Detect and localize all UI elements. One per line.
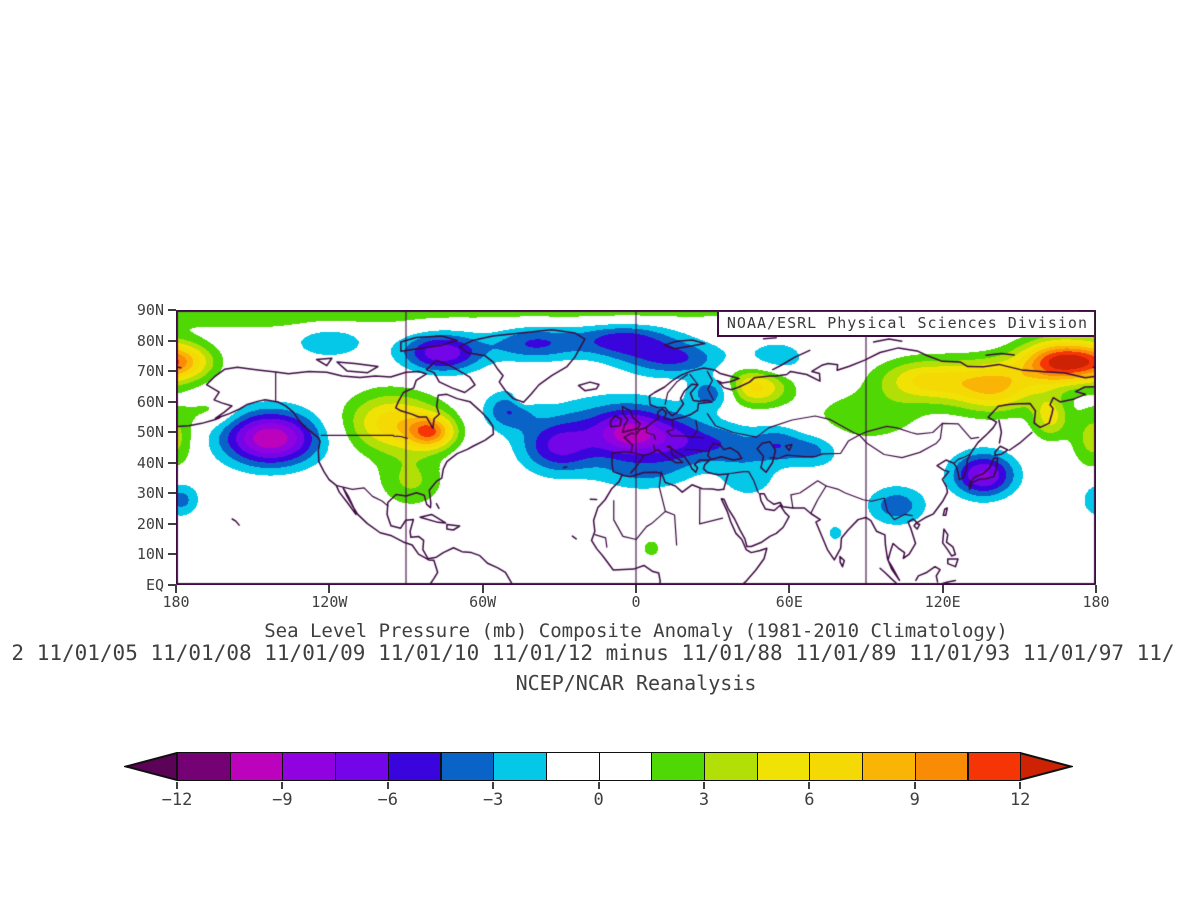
lat-tick [168, 431, 176, 434]
lon-tick-label: 0 [631, 593, 641, 611]
colorbar-tick-label: 12 [1009, 790, 1031, 810]
lat-tick [168, 522, 176, 525]
lon-tick-label: 120E [924, 593, 961, 611]
colorbar-tick [703, 782, 705, 789]
lon-tick [1095, 585, 1097, 593]
lat-tick [168, 584, 176, 586]
colorbar-tick-label: −3 [482, 790, 504, 810]
lat-tick-label: 20N [136, 514, 164, 533]
colorbar-cell [387, 752, 442, 781]
colorbar-cell [967, 752, 1022, 781]
colorbar-cell [914, 752, 969, 781]
lon-tick [175, 585, 177, 593]
lat-tick-label: 10N [136, 545, 164, 564]
colorbar-tick-label: −6 [377, 790, 399, 810]
colorbar-tick [808, 782, 811, 789]
lon-tick [481, 585, 484, 593]
map-plot-area: NOAA/ESRL Physical Sciences Division [176, 310, 1096, 585]
colorbar-cell [598, 752, 653, 781]
colorbar-cell [809, 752, 864, 781]
lat-tick [168, 339, 176, 342]
lat-tick-label: 70N [136, 362, 164, 381]
colorbar-tick [386, 782, 389, 789]
colorbar-tick-label: 6 [804, 790, 815, 810]
lat-tick [168, 492, 176, 495]
lon-tick [328, 585, 331, 593]
lat-tick-label: 50N [136, 423, 164, 442]
colorbar-cell [282, 752, 337, 781]
lat-tick [168, 309, 176, 311]
colorbar-cell [704, 752, 758, 781]
lat-tick [168, 400, 176, 403]
lat-tick [168, 370, 176, 373]
lon-tick [788, 585, 791, 593]
colorbar-cell [756, 752, 811, 781]
lon-tick-label: 180 [1082, 593, 1110, 611]
lat-tick-label: 30N [136, 484, 164, 503]
colorbar-left-arrow [124, 752, 177, 781]
lon-tick-label: 60E [775, 593, 803, 611]
lat-tick-label: 60N [136, 392, 164, 411]
colorbar-cell [335, 752, 389, 781]
lon-tick [635, 585, 637, 593]
lat-tick-label: 90N [136, 301, 164, 319]
lat-tick-label: 80N [136, 331, 164, 350]
lat-tick-label: 40N [136, 453, 164, 472]
colorbar-cell [229, 752, 284, 781]
composite-dates: 2 11/01/05 11/01/08 11/01/09 11/01/10 11… [11, 641, 1175, 665]
anomaly-map-canvas [176, 310, 1096, 585]
colorbar-cell [177, 752, 231, 781]
colorbar: −12 −9 −6 −3 0 3 6 9 12 [124, 752, 1074, 814]
lon-tick [941, 585, 944, 593]
colorbar-cell [440, 752, 495, 781]
lon-tick-label: 120W [311, 593, 348, 611]
lat-tick [168, 553, 176, 556]
data-source-label: NCEP/NCAR Reanalysis [515, 671, 757, 695]
colorbar-tick-label: 9 [909, 790, 920, 810]
colorbar-tick [1019, 782, 1022, 789]
colorbar-cell [862, 752, 916, 781]
colorbar-tick [913, 782, 916, 789]
colorbar-tick [176, 782, 178, 789]
branding-box: NOAA/ESRL Physical Sciences Division [716, 312, 1094, 337]
colorbar-tick [597, 782, 600, 789]
lat-tick [168, 461, 176, 464]
colorbar-tick [281, 782, 284, 789]
lon-tick-label: 60W [469, 593, 497, 611]
colorbar-tick [492, 782, 495, 789]
colorbar-tick-label: 3 [698, 790, 710, 810]
branding-text: NOAA/ESRL Physical Sciences Division [726, 314, 1088, 332]
colorbar-tick-label: −12 [161, 790, 193, 810]
colorbar-cell [493, 752, 547, 781]
colorbar-cell [651, 752, 705, 781]
colorbar-right-arrow [1020, 752, 1074, 781]
colorbar-tick-label: −9 [272, 790, 293, 810]
lat-tick-label: EQ [145, 576, 164, 594]
colorbar-tick-label: 0 [593, 790, 604, 810]
lon-tick-label: 180 [162, 593, 190, 611]
colorbar-cell [545, 752, 600, 781]
plot-title: Sea Level Pressure (mb) Composite Anomal… [264, 620, 1008, 642]
